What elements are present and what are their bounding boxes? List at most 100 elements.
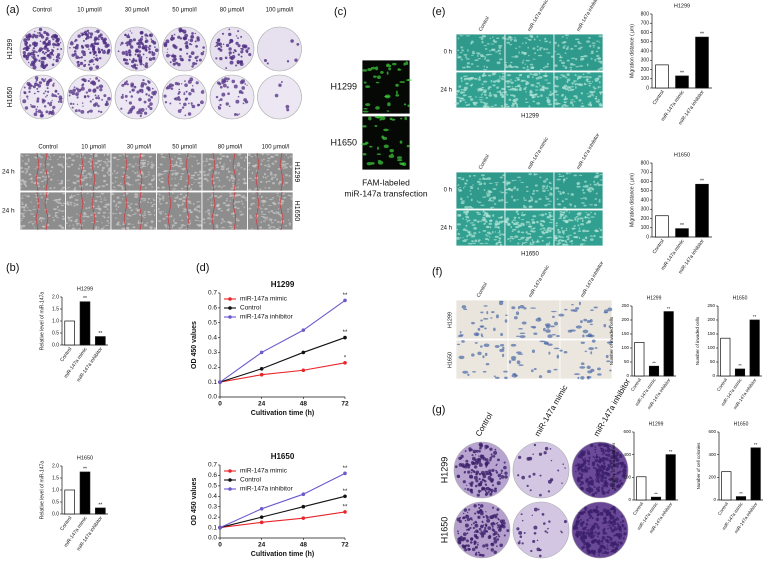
cell (545, 197, 550, 200)
colony (140, 108, 145, 112)
cell (218, 157, 220, 160)
cell (507, 37, 509, 41)
cell (504, 314, 509, 317)
cell (485, 96, 488, 99)
colony (458, 456, 462, 460)
colony (82, 83, 85, 86)
colony (477, 542, 479, 544)
colony (89, 35, 93, 39)
cell (477, 201, 482, 204)
colony (605, 532, 608, 535)
y-tick-label: 0.2 (208, 514, 217, 521)
cell (121, 227, 124, 230)
cell (472, 184, 474, 186)
cell (495, 183, 498, 186)
cell (456, 228, 459, 231)
cell (284, 224, 288, 227)
cell (363, 107, 368, 110)
colony (182, 36, 186, 40)
cell (129, 203, 133, 205)
row-label: 24 h (440, 88, 452, 94)
cell (260, 213, 264, 215)
bar (720, 337, 731, 377)
colony (523, 531, 526, 534)
cell (195, 206, 199, 208)
image-caption: H1299 (521, 114, 539, 120)
cell (551, 92, 555, 95)
cell (558, 175, 563, 178)
cell (83, 201, 86, 204)
cell (585, 75, 590, 78)
colony (35, 108, 38, 111)
cell (527, 46, 529, 49)
data-point (259, 372, 264, 377)
colony (613, 461, 615, 464)
cell (545, 178, 549, 181)
cell (559, 191, 562, 193)
significance: ** (98, 331, 102, 337)
cell (498, 229, 501, 233)
cell (534, 200, 538, 203)
y-tick-label: 400 (641, 48, 650, 54)
legend-marker (228, 297, 232, 301)
colony (151, 50, 154, 53)
cell (27, 222, 30, 224)
cell (267, 180, 271, 182)
cell (474, 59, 479, 61)
significance: ** (669, 449, 673, 454)
cell (478, 78, 481, 81)
cell (511, 220, 514, 223)
colony (147, 80, 151, 84)
cell (100, 160, 103, 162)
cell (535, 77, 540, 80)
row-label: H1299 (7, 39, 14, 60)
cell (219, 157, 223, 160)
colony (612, 545, 615, 548)
cell (589, 323, 593, 326)
cell (490, 79, 493, 83)
colony (465, 528, 468, 531)
cell (516, 209, 519, 213)
cell (267, 165, 271, 168)
cell (482, 370, 487, 373)
cell (538, 198, 542, 201)
colony (140, 82, 145, 86)
colony (99, 33, 103, 37)
cell (268, 211, 271, 213)
colony (76, 96, 79, 99)
colony (59, 100, 63, 104)
cell (564, 220, 569, 224)
cell (179, 178, 182, 181)
colony (120, 95, 124, 99)
cell (491, 48, 495, 51)
colony (188, 102, 190, 105)
colony (617, 532, 621, 536)
cell (55, 200, 58, 203)
y-tick-label: 200 (641, 67, 650, 73)
cell (263, 216, 266, 219)
cell (531, 349, 535, 353)
colony (122, 58, 127, 62)
cell (210, 167, 213, 169)
cell (590, 216, 595, 218)
cell (139, 154, 144, 157)
colony (475, 546, 477, 549)
cell (511, 86, 514, 88)
cell (282, 184, 285, 186)
colony (605, 514, 608, 517)
cell (508, 98, 512, 102)
colony (179, 55, 182, 58)
colony (220, 45, 223, 48)
y-tick-label: 0 (713, 497, 716, 502)
cell (534, 93, 538, 96)
cell (53, 186, 56, 189)
colony (50, 111, 55, 116)
cell (515, 225, 520, 229)
colony (465, 459, 469, 463)
bar (655, 64, 669, 89)
cell (456, 343, 461, 346)
colony (45, 43, 48, 46)
row-label: H1650 (330, 137, 357, 147)
cell (377, 146, 379, 150)
cell (473, 227, 477, 230)
